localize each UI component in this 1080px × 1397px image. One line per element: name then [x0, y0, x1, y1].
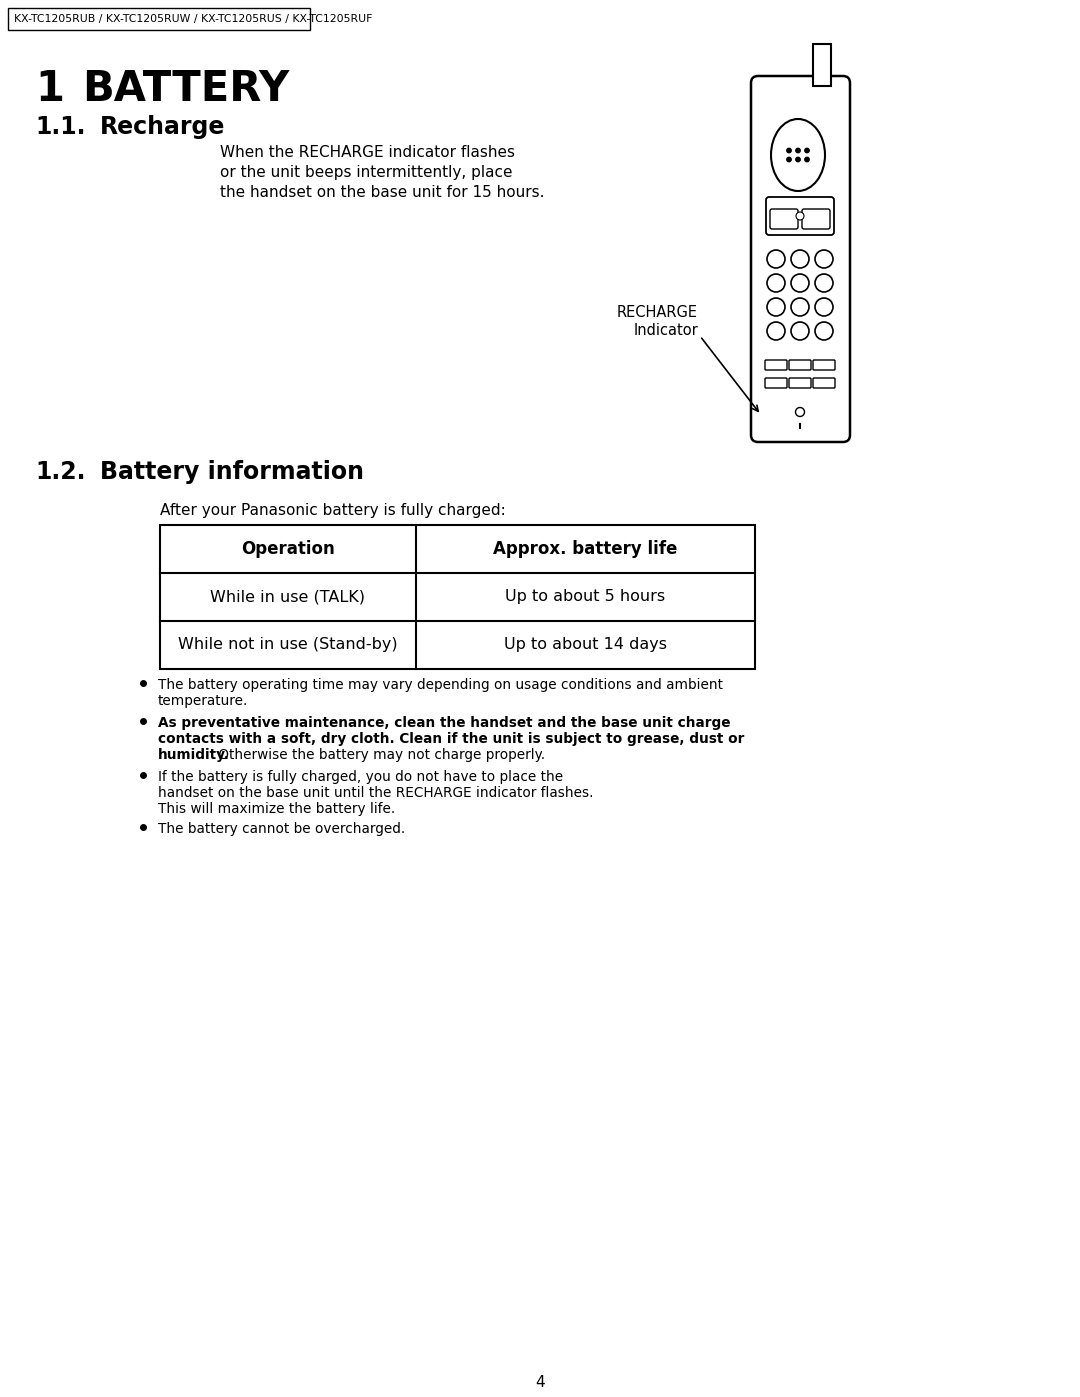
Text: 1.1.: 1.1.: [35, 115, 85, 138]
Circle shape: [796, 408, 805, 416]
Text: Approx. battery life: Approx. battery life: [494, 541, 677, 557]
Text: 1: 1: [35, 68, 64, 110]
Text: When the RECHARGE indicator flashes: When the RECHARGE indicator flashes: [220, 145, 515, 161]
FancyBboxPatch shape: [766, 197, 834, 235]
Text: handset on the base unit until the RECHARGE indicator flashes.: handset on the base unit until the RECHA…: [158, 787, 594, 800]
Text: 1.2.: 1.2.: [35, 460, 85, 483]
Circle shape: [767, 298, 785, 316]
FancyBboxPatch shape: [802, 210, 831, 229]
Text: As preventative maintenance, clean the handset and the base unit charge: As preventative maintenance, clean the h…: [158, 717, 730, 731]
Text: the handset on the base unit for 15 hours.: the handset on the base unit for 15 hour…: [220, 184, 544, 200]
Text: After your Panasonic battery is fully charged:: After your Panasonic battery is fully ch…: [160, 503, 505, 518]
Circle shape: [791, 298, 809, 316]
Circle shape: [767, 274, 785, 292]
Text: Recharge: Recharge: [100, 115, 226, 138]
Circle shape: [815, 274, 833, 292]
Ellipse shape: [771, 119, 825, 191]
Text: BATTERY: BATTERY: [82, 68, 289, 110]
FancyBboxPatch shape: [765, 360, 787, 370]
Bar: [160, 525, 755, 669]
Text: KX-TC1205RUB / KX-TC1205RUW / KX-TC1205RUS / KX-TC1205RUF: KX-TC1205RUB / KX-TC1205RUW / KX-TC1205R…: [14, 14, 373, 24]
Circle shape: [787, 158, 792, 162]
FancyBboxPatch shape: [813, 360, 835, 370]
Bar: [813, 43, 831, 87]
Text: Up to about 5 hours: Up to about 5 hours: [505, 590, 665, 605]
Circle shape: [796, 148, 800, 152]
FancyBboxPatch shape: [770, 210, 798, 229]
Circle shape: [787, 148, 792, 152]
Text: or the unit beeps intermittently, place: or the unit beeps intermittently, place: [220, 165, 513, 180]
Text: contacts with a soft, dry cloth. Clean if the unit is subject to grease, dust or: contacts with a soft, dry cloth. Clean i…: [158, 732, 744, 746]
Circle shape: [767, 250, 785, 268]
FancyBboxPatch shape: [789, 379, 811, 388]
Text: Otherwise the battery may not charge properly.: Otherwise the battery may not charge pro…: [214, 747, 545, 761]
Circle shape: [815, 321, 833, 339]
Circle shape: [805, 158, 809, 162]
Text: Operation: Operation: [241, 541, 335, 557]
Circle shape: [796, 158, 800, 162]
Text: Up to about 14 days: Up to about 14 days: [504, 637, 667, 652]
Circle shape: [767, 321, 785, 339]
Circle shape: [791, 274, 809, 292]
Circle shape: [791, 250, 809, 268]
Circle shape: [796, 212, 804, 219]
Circle shape: [805, 148, 809, 152]
FancyBboxPatch shape: [765, 379, 787, 388]
Text: If the battery is fully charged, you do not have to place the: If the battery is fully charged, you do …: [158, 770, 563, 784]
FancyBboxPatch shape: [789, 360, 811, 370]
Circle shape: [815, 250, 833, 268]
Text: While in use (TALK): While in use (TALK): [211, 590, 365, 605]
Text: temperature.: temperature.: [158, 694, 248, 708]
Circle shape: [791, 321, 809, 339]
Text: 4: 4: [536, 1375, 544, 1390]
Text: RECHARGE: RECHARGE: [617, 305, 698, 320]
Text: Battery information: Battery information: [100, 460, 364, 483]
Text: The battery cannot be overcharged.: The battery cannot be overcharged.: [158, 821, 405, 835]
FancyBboxPatch shape: [813, 379, 835, 388]
Bar: [8, 8, 310, 29]
Text: This will maximize the battery life.: This will maximize the battery life.: [158, 802, 395, 816]
Text: The battery operating time may vary depending on usage conditions and ambient: The battery operating time may vary depe…: [158, 678, 723, 692]
Circle shape: [815, 298, 833, 316]
Text: While not in use (Stand-by): While not in use (Stand-by): [178, 637, 397, 652]
Text: humidity.: humidity.: [158, 747, 230, 761]
FancyBboxPatch shape: [751, 75, 850, 441]
Text: Indicator: Indicator: [633, 323, 698, 338]
